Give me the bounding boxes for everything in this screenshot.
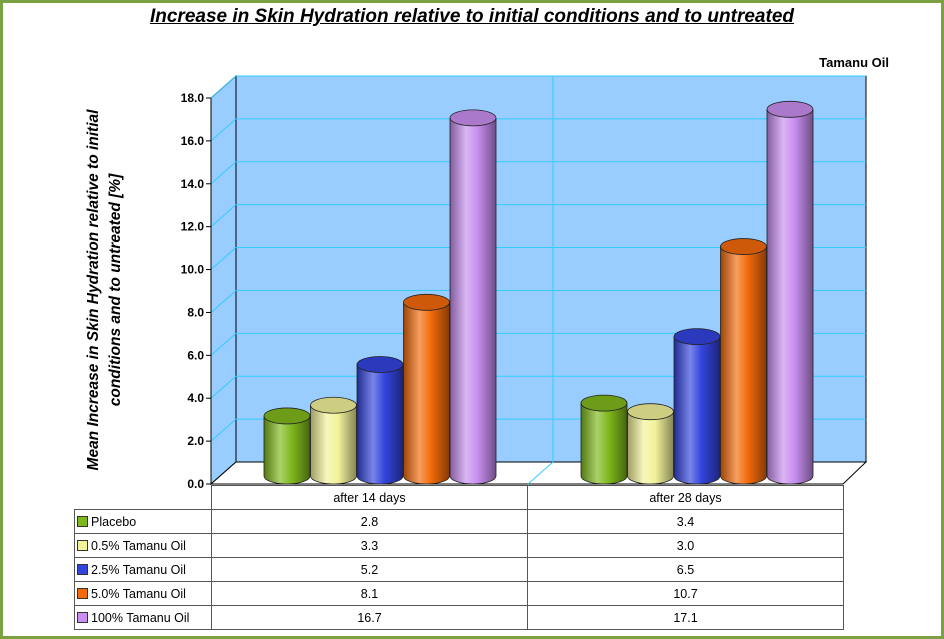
chart-title: Increase in Skin Hydration relative to i…: [149, 6, 794, 27]
y-tick-label: 18.0: [181, 91, 205, 105]
table-row: 5.0% Tamanu Oil 8.1 10.7: [74, 581, 844, 606]
legend-entry: Placebo: [74, 509, 212, 534]
bar-1-2: [673, 336, 721, 485]
gridline: [210, 375, 237, 399]
bar-top-0-2: [356, 356, 404, 373]
legend-swatch: [77, 539, 88, 551]
legend-label: 5.0% Tamanu Oil: [91, 586, 186, 601]
gridline: [210, 290, 237, 313]
y-tick-label: 4.0: [187, 391, 204, 405]
legend-label: 0.5% Tamanu Oil: [91, 538, 186, 553]
y-tick-label: 16.0: [181, 134, 205, 148]
table-row: 100% Tamanu Oil 16.7 17.1: [74, 605, 844, 630]
legend-entry: 100% Tamanu Oil: [74, 605, 212, 630]
data-label: 3.4: [527, 509, 844, 534]
bar-1-4: [766, 108, 814, 485]
bar-1-0: [580, 402, 628, 485]
bar-top-0-1: [310, 396, 357, 414]
y-tick-label: 10.0: [181, 263, 205, 277]
legend-swatch: [77, 611, 88, 623]
table-corner: [75, 486, 212, 510]
bar-top-1-1: [627, 403, 674, 421]
data-label: 17.1: [527, 605, 844, 630]
legend-entry: 5.0% Tamanu Oil: [74, 581, 212, 606]
bar-0-4: [449, 117, 497, 485]
data-label: 16.7: [211, 605, 528, 630]
gridline: [210, 118, 237, 142]
legend-label: Placebo: [91, 514, 137, 529]
legend-swatch: [77, 587, 88, 599]
data-label: 3.3: [211, 533, 528, 558]
data-label: 8.1: [211, 581, 528, 606]
gridline: [210, 161, 237, 185]
gridline: [210, 204, 237, 228]
data-table: after 14 days after 28 days Placebo 2.8 3.4 0…: [74, 485, 844, 630]
table-column-header: after 28 days: [527, 485, 844, 510]
y-tick-label: 6.0: [187, 348, 204, 362]
chart-subtitle: Tamanu Oil: [819, 55, 889, 70]
legend-swatch: [77, 515, 88, 527]
gridline: [210, 332, 237, 356]
legend-label: 100% Tamanu Oil: [91, 610, 190, 625]
bar-top-0-4: [449, 109, 497, 127]
bar-0-1: [310, 404, 357, 485]
legend-swatch: [77, 563, 88, 575]
category-divider: [527, 461, 554, 485]
data-label: 2.8: [211, 509, 528, 534]
data-label: 5.2: [211, 557, 528, 582]
gridline: [210, 247, 237, 270]
gridline: [210, 418, 237, 442]
bar-top-1-2: [673, 328, 721, 346]
bar-top-0-3: [403, 293, 450, 311]
bar-0-0: [263, 415, 311, 485]
legend-entry: 0.5% Tamanu Oil: [74, 533, 212, 558]
bar-0-2: [356, 364, 404, 485]
data-label: 3.0: [527, 533, 844, 558]
bar-0-3: [403, 301, 450, 485]
y-tick-label: 2.0: [187, 434, 204, 448]
legend-entry: 2.5% Tamanu Oil: [74, 557, 212, 582]
bar-1-1: [627, 411, 674, 485]
bar-top-0-0: [263, 407, 311, 425]
y-tick-label: 14.0: [181, 177, 205, 191]
data-label: 10.7: [527, 581, 844, 606]
y-tick-label: 0.0: [187, 477, 204, 491]
bar-top-1-4: [766, 100, 814, 118]
table-column-header: after 14 days: [211, 485, 528, 510]
bar-top-1-0: [580, 394, 628, 412]
gridline: [210, 75, 237, 99]
table-row: 2.5% Tamanu Oil 5.2 6.5: [74, 557, 844, 582]
data-label: 6.5: [527, 557, 844, 582]
table-row: Placebo 2.8 3.4: [74, 509, 844, 534]
y-tick-label: 8.0: [187, 305, 204, 319]
bar-top-1-3: [720, 238, 767, 255]
legend-label: 2.5% Tamanu Oil: [91, 562, 186, 577]
table-row: 0.5% Tamanu Oil 3.3 3.0: [74, 533, 844, 558]
bar-1-3: [720, 246, 767, 485]
y-tick-label: 12.0: [181, 220, 205, 234]
